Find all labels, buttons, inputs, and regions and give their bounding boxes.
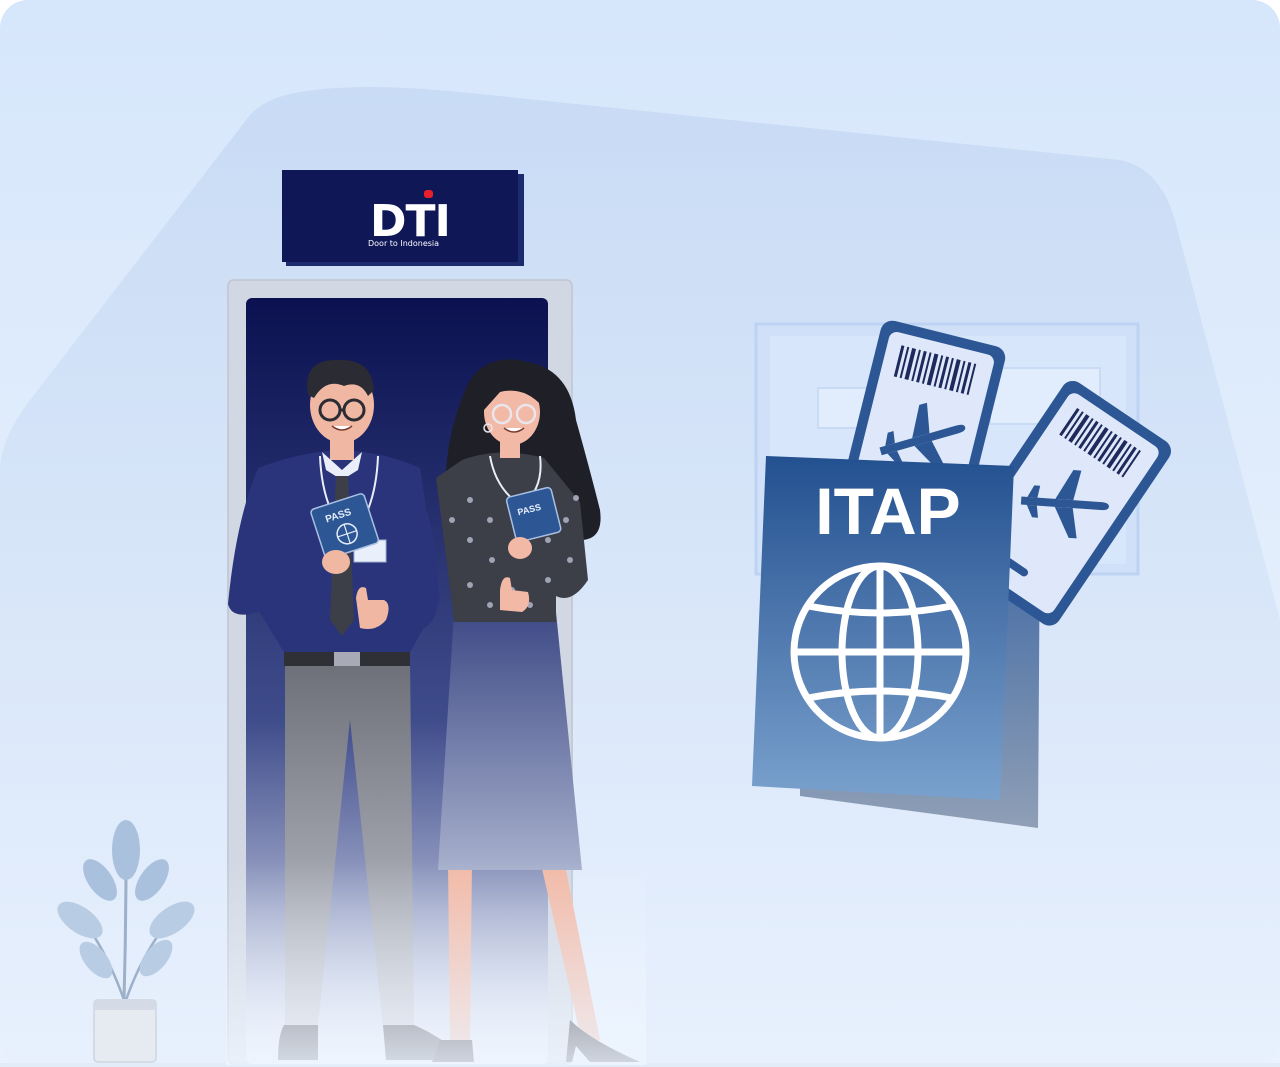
potted-plant xyxy=(57,820,195,1063)
globe-icon xyxy=(790,562,970,742)
man-held-passport: PASS xyxy=(310,493,380,560)
dti-sign: DTI Door to Indonesia xyxy=(282,170,524,266)
passport-title: ITAP xyxy=(815,474,960,548)
bottom-fade xyxy=(226,860,646,1065)
flag-red-dot xyxy=(424,190,433,198)
woman-held-passport: PASS xyxy=(505,486,562,543)
sign-tagline: Door to Indonesia xyxy=(368,239,439,248)
itap-passport: ITAP xyxy=(752,456,1014,800)
barcode-icon xyxy=(893,345,977,395)
sign-logo: DTI xyxy=(370,196,450,247)
